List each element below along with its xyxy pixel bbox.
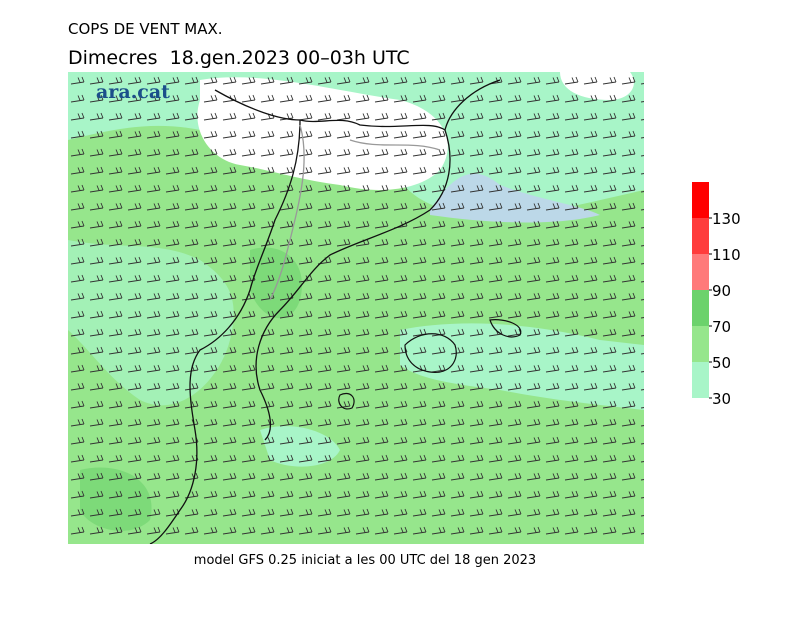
wind-barbs <box>68 72 644 544</box>
logo: ara.cat <box>96 81 170 103</box>
legend-label: 70 <box>712 318 731 336</box>
legend-swatch <box>692 290 709 326</box>
legend-label: 130 <box>712 210 741 228</box>
color-legend: 30 50 70 90 110 130 <box>692 182 741 408</box>
borders <box>269 124 441 301</box>
legend-label: 90 <box>712 282 731 300</box>
legend-label: 50 <box>712 354 731 372</box>
legend-label: 110 <box>712 246 741 264</box>
map: ara.cat <box>68 72 644 544</box>
subtitle: Dimecres 18.gen.2023 00–03h UTC <box>68 47 410 69</box>
legend-swatch <box>692 182 709 218</box>
footer: model GFS 0.25 iniciat a les 00 UTC del … <box>194 553 536 568</box>
legend-swatch <box>692 362 709 398</box>
legend-swatch <box>692 254 709 290</box>
title: COPS DE VENT MAX. <box>68 20 223 38</box>
legend-swatch <box>692 218 709 254</box>
coastline <box>149 79 501 544</box>
legend-swatch <box>692 326 709 362</box>
legend-label: 30 <box>712 390 731 408</box>
islands <box>338 319 522 410</box>
